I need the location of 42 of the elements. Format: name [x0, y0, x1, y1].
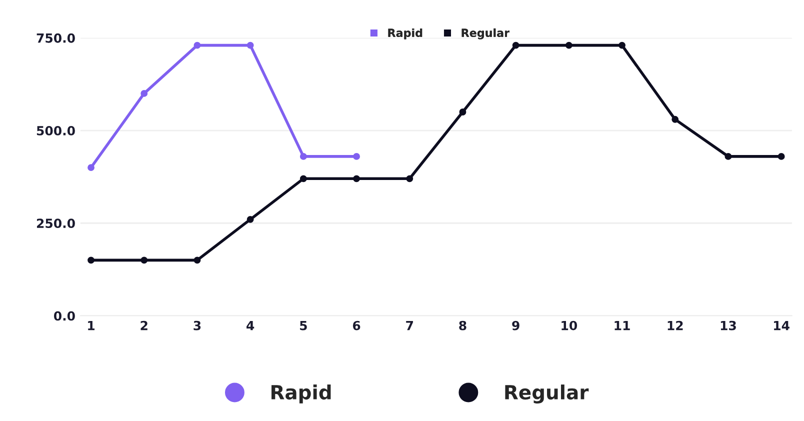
x-tick-label: 5: [300, 320, 307, 330]
x-tick-label: 11: [614, 320, 630, 330]
y-tick-label: 0.0: [54, 311, 75, 321]
y-tick-label: 500.0: [36, 126, 75, 136]
x-tick-label: 6: [352, 320, 360, 330]
x-tick-label: 13: [720, 320, 736, 330]
x-tick-label: 4: [246, 320, 254, 330]
point: [300, 175, 307, 182]
x-tick-label: 10: [562, 320, 578, 330]
point: [618, 42, 626, 49]
point: [778, 152, 785, 160]
point: [194, 256, 201, 264]
x-tick-label: 12: [668, 320, 683, 330]
point: [565, 42, 572, 49]
x-tick-label: 3: [194, 320, 201, 330]
point: [140, 90, 148, 97]
point: [459, 108, 466, 116]
x-tick-label: 14: [774, 320, 790, 330]
point: [300, 152, 307, 160]
legend-label: Rapid: [388, 28, 422, 40]
point: [246, 216, 254, 223]
point: [140, 256, 148, 264]
y-tick-label: 250.0: [36, 218, 75, 228]
point: [88, 164, 94, 172]
x-tick-label: 8: [459, 320, 466, 330]
point: [672, 116, 679, 123]
point: [246, 42, 254, 49]
x-tick-label: 1: [88, 320, 95, 330]
x-tick-label: 9: [512, 320, 520, 330]
point: [353, 175, 360, 182]
text: Regular: [505, 384, 589, 404]
x-tick-label: 7: [406, 320, 413, 330]
point: [353, 152, 360, 160]
legend-label: Regular: [462, 28, 510, 40]
point: [512, 42, 520, 49]
point: [406, 175, 414, 182]
point: [194, 42, 201, 49]
point: [724, 152, 732, 160]
point: [88, 256, 94, 264]
text: Rapid: [272, 384, 331, 404]
y-tick-label: 750.0: [36, 33, 75, 43]
x-tick-label: 2: [140, 320, 148, 330]
